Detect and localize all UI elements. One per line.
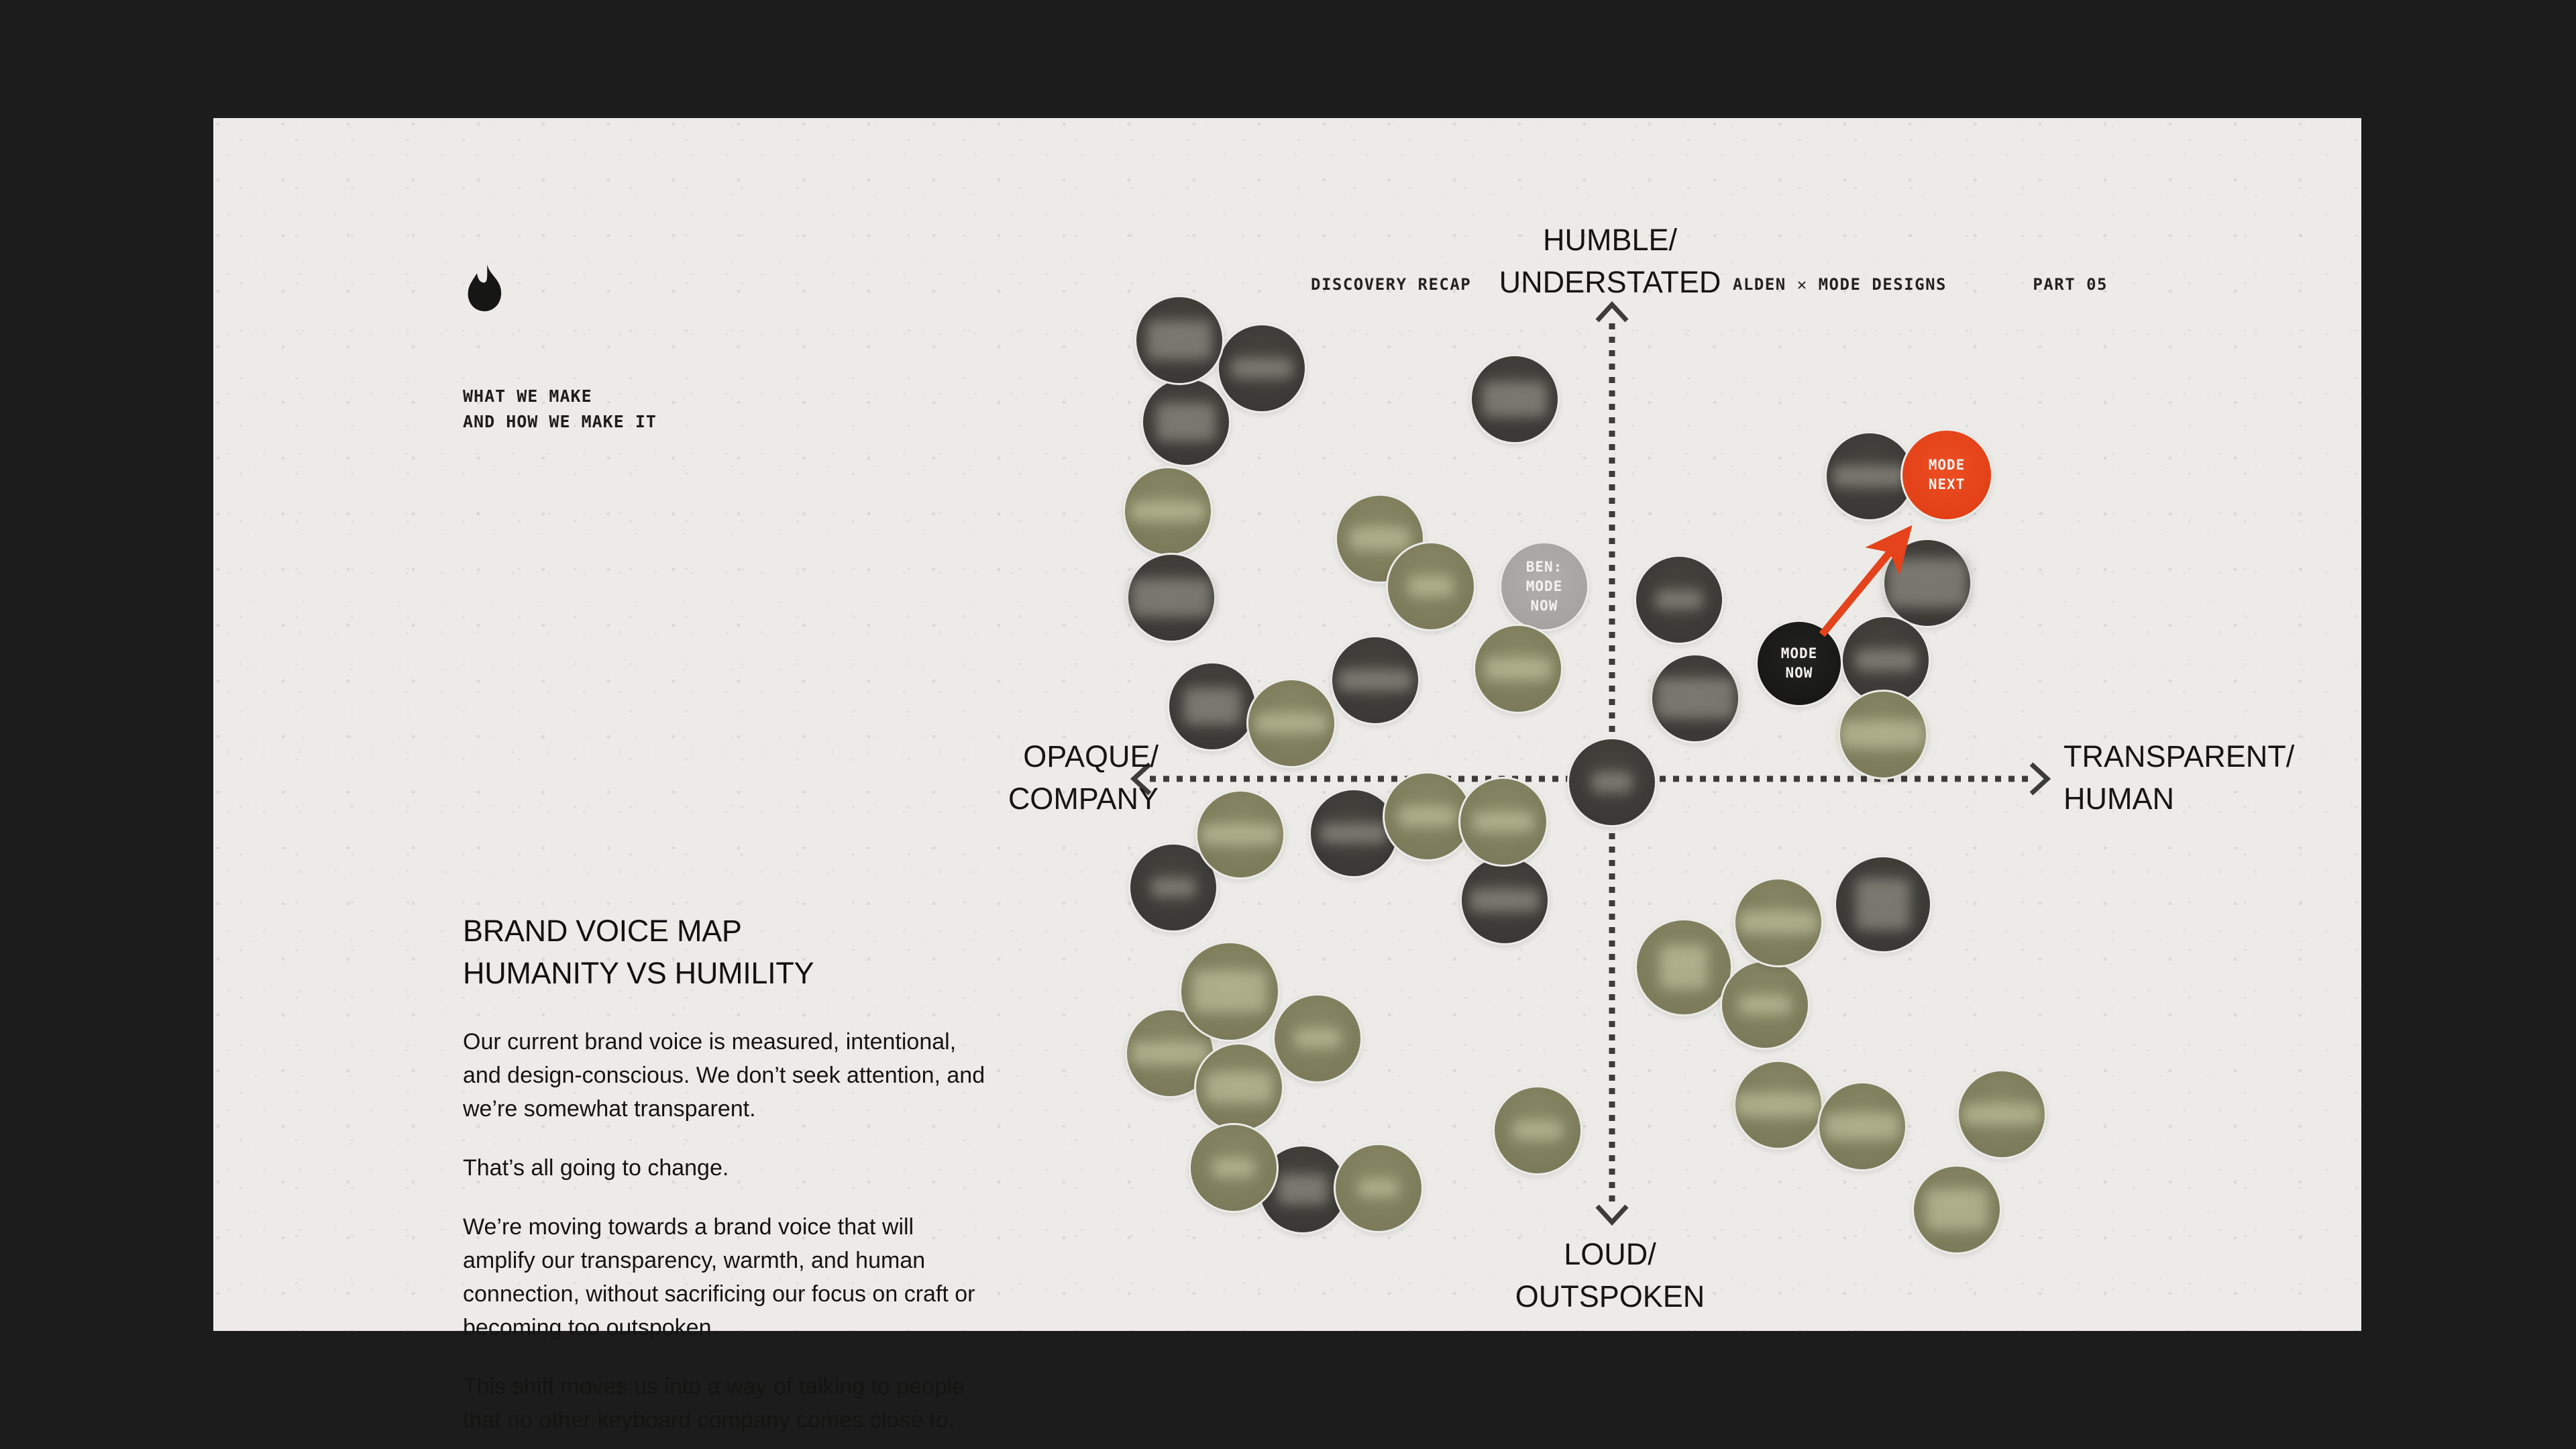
- text-panel: BRAND VOICE MAP HUMANITY VS HUMILITY Our…: [463, 910, 1067, 1437]
- panel-paragraph: That’s all going to change.: [463, 1155, 729, 1181]
- panel-paragraph: Our current brand voice is measured, int…: [463, 1029, 985, 1122]
- axis-label-bottom: LOUD/ OUTSPOKEN: [1515, 1237, 1705, 1313]
- panel-paragraph: This shift moves us into a way of talkin…: [463, 1374, 965, 1433]
- eyebrow-text: WHAT WE MAKE AND HOW WE MAKE IT: [463, 386, 657, 431]
- panel-title: BRAND VOICE MAP HUMANITY VS HUMILITY: [463, 914, 814, 990]
- axis-label-left: OPAQUE/ COMPANY: [1008, 739, 1159, 816]
- flame-icon: [468, 264, 502, 311]
- axis-label-top: HUMBLE/ UNDERSTATED: [1499, 223, 1721, 299]
- header-section-label: DISCOVERY RECAP: [1311, 275, 1472, 294]
- axis-label-right: TRANSPARENT/ HUMAN: [2063, 739, 2295, 816]
- header-client-label: ALDEN ✕ MODE DESIGNS: [1733, 275, 1947, 294]
- panel-paragraph: We’re moving towards a brand voice that …: [463, 1214, 975, 1340]
- header-part-label: PART 05: [2033, 275, 2108, 294]
- slide-card: DISCOVERY RECAP ALDEN ✕ MODE DESIGNS PAR…: [213, 118, 2361, 1433]
